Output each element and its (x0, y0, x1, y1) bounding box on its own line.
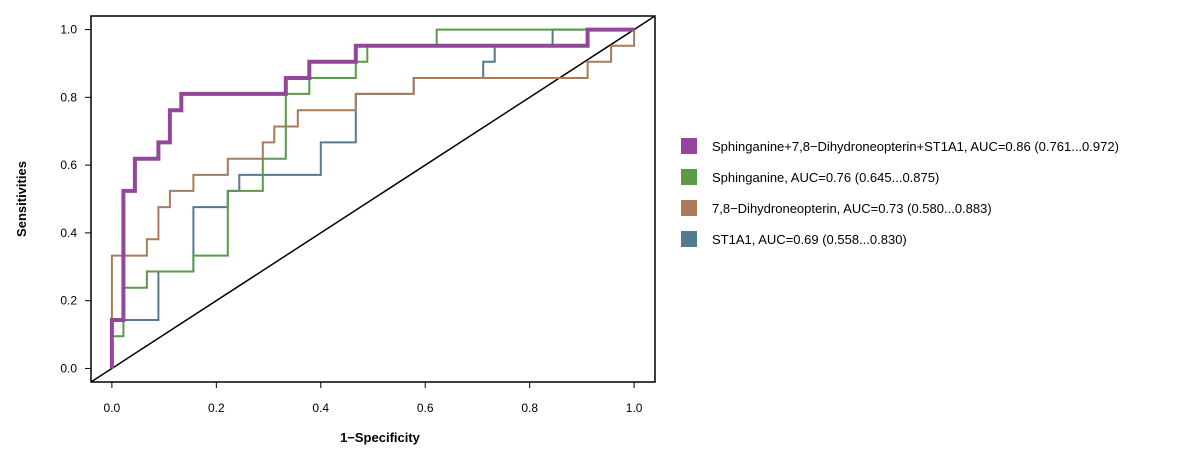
legend-swatch (681, 169, 697, 185)
y-tick-label: 1.0 (60, 23, 77, 37)
y-tick-label: 0.8 (60, 90, 77, 104)
plot-frame (90, 15, 656, 383)
x-axis: 0.0 0.2 0.4 0.6 0.8 1.0 (104, 382, 643, 415)
roc-curves (109, 27, 636, 369)
legend-swatch (681, 200, 697, 216)
x-axis-title: 1−Specificity (340, 430, 421, 445)
y-axis: 0.0 0.2 0.4 0.6 0.8 1.0 (60, 23, 91, 375)
legend-label: 7,8−Dihydroneopterin, AUC=0.73 (0.580...… (712, 201, 992, 216)
y-axis-title: Sensitivities (14, 161, 29, 237)
roc-curve-series-2 (110, 28, 635, 369)
roc-curve-series-3 (110, 29, 636, 369)
legend-swatch (681, 231, 697, 247)
x-tick-label: 0.2 (208, 401, 225, 415)
y-tick-label: 0.2 (60, 294, 77, 308)
legend-label: Sphinganine+7,8−Dihydroneopterin+ST1A1, … (712, 139, 1119, 154)
y-tick-label: 0.0 (60, 361, 77, 375)
y-tick-label: 0.6 (60, 158, 77, 172)
legend-label: Sphinganine, AUC=0.76 (0.645...0.875) (712, 170, 939, 185)
legend-swatch (681, 138, 697, 154)
legend-label: ST1A1, AUC=0.69 (0.558...0.830) (712, 232, 907, 247)
x-tick-label: 0.4 (312, 401, 329, 415)
x-tick-label: 0.6 (417, 401, 434, 415)
x-tick-label: 1.0 (626, 401, 643, 415)
reference-diagonal-line (90, 15, 656, 383)
y-tick-label: 0.4 (60, 226, 77, 240)
roc-curve-series-1 (109, 27, 635, 369)
legend: Sphinganine+7,8−Dihydroneopterin+ST1A1, … (681, 138, 1119, 247)
x-tick-label: 0.8 (521, 401, 538, 415)
x-tick-label: 0.0 (104, 401, 121, 415)
